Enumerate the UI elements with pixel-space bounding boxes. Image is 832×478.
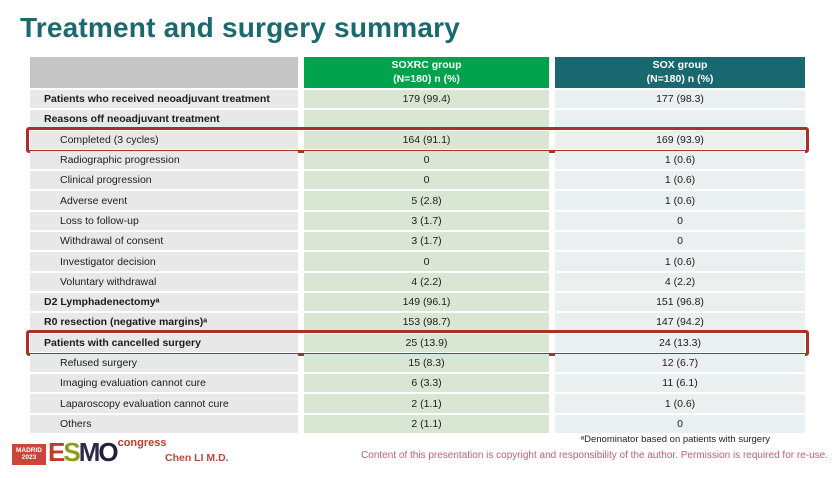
table-row: Patients who received neoadjuvant treatm… [30, 90, 805, 109]
sox-value-cell: 0 [555, 414, 805, 434]
soxrc-column-header: SOXRC group (N=180) n (%) [304, 57, 549, 88]
row-label: Patients who received neoadjuvant treatm… [30, 90, 298, 109]
row-label: Completed (3 cycles) [30, 130, 298, 149]
sox-value-cell: 0 [555, 211, 805, 231]
madrid-2023-badge: MADRID 2023 [12, 444, 46, 465]
row-label: Laparoscopy evaluation cannot cure [30, 394, 298, 413]
table-row: Adverse event 5 (2.8) 1 (0.6) [30, 191, 805, 210]
table-row: Imaging evaluation cannot cure 6 (3.3) 11 … [30, 374, 805, 393]
soxrc-value-cell: 15 (8.3) [304, 353, 549, 373]
table-row: Others 2 (1.1) 0 [30, 414, 805, 434]
table-row: Reasons off neoadjuvant treatment [30, 110, 805, 129]
row-label: Loss to follow-up [30, 211, 298, 231]
table-row: Completed (3 cycles) 164 (91.1) 169 (93.9) [26, 126, 809, 154]
soxrc-value-cell: 0 [304, 252, 549, 271]
row-label: Reasons off neoadjuvant treatment [30, 110, 298, 129]
sox-header-line1: SOX group [652, 59, 708, 72]
soxrc-value-cell: 3 (1.7) [304, 211, 549, 231]
congress-label: congress [117, 437, 167, 449]
page-title: Treatment and surgery summary [20, 12, 460, 43]
row-label: Radiographic progression [30, 150, 298, 170]
row-label: Others [30, 414, 298, 434]
soxrc-value-cell [304, 110, 549, 129]
row-label: Patients with cancelled surgery [30, 333, 298, 352]
row-label: Adverse event [30, 191, 298, 210]
table-row: Withdrawal of consent 3 (1.7) 0 [30, 232, 805, 251]
table-row: Patients with cancelled surgery 25 (13.9)… [26, 329, 809, 357]
sox-value-cell: 4 (2.2) [555, 272, 805, 291]
table-row: Radiographic progression 0 1 (0.6) [30, 150, 805, 170]
sox-value-cell: 177 (98.3) [555, 90, 805, 109]
sox-value-cell: 1 (0.6) [555, 252, 805, 271]
table-row: R0 resection (negative margins)ᵃ 153 (98.… [30, 313, 805, 332]
table-row: Refused surgery 15 (8.3) 12 (6.7) [30, 353, 805, 373]
row-label: Refused surgery [30, 353, 298, 373]
row-label: Clinical progression [30, 171, 298, 190]
badge-year: 2023 [21, 454, 37, 462]
soxrc-value-cell: 0 [304, 150, 549, 170]
badge-city: MADRID [16, 447, 42, 454]
soxrc-header-line1: SOXRC group [391, 59, 462, 72]
sox-value-cell: 1 (0.6) [555, 171, 805, 190]
presenter-name: Chen LI M.D. [165, 452, 229, 464]
corner-header-cell [30, 57, 298, 88]
footnote: ᵃDenominator based on patients with surg… [580, 434, 770, 445]
soxrc-value-cell: 164 (91.1) [304, 130, 549, 149]
sox-value-cell: 1 (0.6) [555, 150, 805, 170]
soxrc-value-cell: 179 (99.4) [304, 90, 549, 109]
table-rows: Patients who received neoadjuvant treatm… [26, 90, 809, 434]
row-label: Voluntary withdrawal [30, 272, 298, 291]
row-label: D2 Lymphadenectomyᵃ [30, 292, 298, 312]
row-label: Withdrawal of consent [30, 232, 298, 251]
table-row: Voluntary withdrawal 4 (2.2) 4 (2.2) [30, 272, 805, 291]
sox-value-cell: 147 (94.2) [555, 313, 805, 332]
copyright-notice: Content of this presentation is copyrigh… [361, 450, 828, 461]
sox-value-cell: 1 (0.6) [555, 191, 805, 210]
sox-value-cell [555, 110, 805, 129]
soxrc-value-cell: 6 (3.3) [304, 374, 549, 393]
soxrc-value-cell: 153 (98.7) [304, 313, 549, 332]
row-label: R0 resection (negative margins)ᵃ [30, 313, 298, 332]
summary-table: SOXRC group (N=180) n (%) SOX group (N=1… [26, 57, 809, 435]
soxrc-value-cell: 5 (2.8) [304, 191, 549, 210]
table-row: Clinical progression 0 1 (0.6) [30, 171, 805, 190]
soxrc-value-cell: 149 (96.1) [304, 292, 549, 312]
soxrc-value-cell: 3 (1.7) [304, 232, 549, 251]
sox-value-cell: 151 (96.8) [555, 292, 805, 312]
sox-value-cell: 24 (13.3) [555, 333, 805, 352]
sox-column-header: SOX group (N=180) n (%) [555, 57, 805, 88]
table-row: Loss to follow-up 3 (1.7) 0 [30, 211, 805, 231]
row-label: Imaging evaluation cannot cure [30, 374, 298, 393]
soxrc-value-cell: 2 (1.1) [304, 414, 549, 434]
table-row: D2 Lymphadenectomyᵃ 149 (96.1) 151 (96.8) [30, 292, 805, 312]
esmo-congress-logo: MADRID 2023 ESMO congress [12, 436, 167, 465]
esmo-wordmark: ESMO [48, 437, 119, 467]
soxrc-value-cell: 4 (2.2) [304, 272, 549, 291]
slide-footer: MADRID 2023 ESMO congress Chen LI M.D. ᵃ… [0, 430, 832, 478]
soxrc-value-cell: 25 (13.9) [304, 333, 549, 352]
table-header-row: SOXRC group (N=180) n (%) SOX group (N=1… [30, 57, 805, 88]
table-row: Investigator decision 0 1 (0.6) [30, 252, 805, 271]
sox-value-cell: 12 (6.7) [555, 353, 805, 373]
sox-value-cell: 169 (93.9) [555, 130, 805, 149]
row-label: Investigator decision [30, 252, 298, 271]
sox-value-cell: 0 [555, 232, 805, 251]
soxrc-value-cell: 2 (1.1) [304, 394, 549, 413]
soxrc-value-cell: 0 [304, 171, 549, 190]
esmo-letter: S [63, 437, 80, 467]
sox-header-line2: (N=180) n (%) [646, 72, 714, 85]
sox-value-cell: 1 (0.6) [555, 394, 805, 413]
esmo-letter: E [48, 437, 65, 467]
esmo-letter: O [98, 437, 118, 467]
table-row: Laparoscopy evaluation cannot cure 2 (1.1… [30, 394, 805, 413]
soxrc-header-line2: (N=180) n (%) [393, 72, 460, 85]
esmo-letter: M [78, 437, 101, 467]
sox-value-cell: 11 (6.1) [555, 374, 805, 393]
